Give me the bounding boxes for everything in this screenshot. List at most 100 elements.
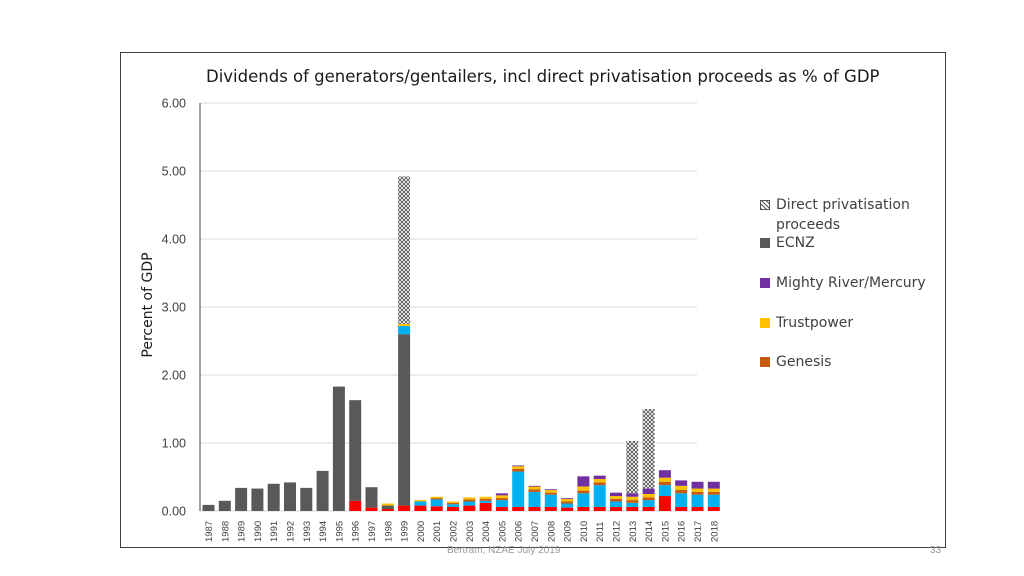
bar-segment [626, 500, 639, 503]
bar-segment [447, 506, 459, 511]
bar-segment [463, 505, 476, 511]
bar-segment [707, 481, 720, 489]
bar-segment [675, 485, 688, 490]
bar-segment [528, 491, 541, 507]
bar-segment [593, 479, 606, 483]
x-tick-label: 1990 [253, 521, 264, 542]
bar-segment [479, 498, 492, 501]
bar-segment [675, 506, 688, 511]
bar-segment [398, 176, 411, 324]
legend-label-ecnz: ECNZ [776, 235, 815, 251]
x-tick-label: 2018 [709, 521, 720, 542]
x-tick-label: 2001 [432, 521, 443, 542]
x-tick-label: 1992 [286, 521, 297, 542]
bar-segment [495, 498, 508, 501]
x-tick-label: 1997 [367, 521, 378, 542]
bar-segment [642, 494, 655, 498]
bar-segment [691, 488, 704, 492]
chart-title: Dividends of generators/gentailers, incl… [206, 67, 880, 86]
bar-segment [561, 498, 574, 502]
legend-swatch-privatisation [760, 200, 770, 210]
legend-label-mighty-river: Mighty River/Mercury [776, 275, 926, 291]
bar-segment [544, 506, 557, 511]
bar-segment [691, 494, 704, 507]
bar-segment [642, 409, 655, 489]
x-tick-label: 2014 [644, 521, 655, 542]
bar-segment [463, 499, 476, 502]
x-tick-label: 1998 [383, 521, 394, 542]
legend-label-trustpower: Trustpower [776, 315, 854, 331]
bar-segment [675, 489, 688, 494]
bar-segment [528, 489, 541, 492]
x-tick-label: 1989 [237, 521, 248, 542]
bar-segment [300, 487, 313, 511]
y-tick-labels: 0.00 1.00 2.00 3.00 4.00 5.00 6.00 [162, 97, 186, 519]
bar-segment [707, 488, 720, 492]
bar-segment [691, 506, 704, 511]
bar-segment [512, 466, 525, 469]
bar-segment [528, 486, 541, 490]
x-tick-label: 1987 [204, 521, 215, 542]
bar-segment [512, 471, 525, 507]
gridlines [200, 102, 697, 512]
bar-segment [447, 501, 459, 503]
bar-segment [610, 498, 622, 502]
legend-item-trustpower: Trustpower [760, 313, 853, 333]
bar-segment [691, 491, 704, 495]
bar-segment [577, 493, 590, 507]
bar-segment [430, 499, 443, 507]
bar-segment [381, 508, 394, 511]
bar-segment [610, 492, 622, 497]
x-tick-label: 1995 [334, 521, 345, 542]
bar-segment [544, 489, 557, 491]
legend-swatch-ecnz [760, 238, 770, 248]
x-tick-label: 2015 [660, 521, 671, 542]
bar-segment [593, 485, 606, 507]
bar-segment [707, 491, 720, 495]
bar-segment [642, 500, 655, 507]
x-tick-label: 2002 [449, 521, 460, 542]
bar-segment [251, 488, 264, 511]
legend-swatch-genesis [760, 357, 770, 367]
bar-segment [398, 334, 411, 506]
bar-segment [577, 506, 590, 511]
bar-segment [202, 504, 215, 511]
x-tick-label: 2011 [595, 522, 606, 542]
y-tick-label: 1.00 [162, 437, 186, 451]
bar-segment [610, 501, 622, 507]
footer-page-number: 33 [930, 545, 942, 556]
x-tick-label: 2000 [416, 521, 427, 542]
bar-segment [561, 507, 574, 511]
bar-segment [626, 506, 639, 511]
x-tick-label: 2009 [563, 521, 574, 542]
bar-segment [642, 488, 655, 494]
bar-segment [593, 506, 606, 511]
bar-segment [707, 494, 720, 507]
bar-segment [642, 497, 655, 501]
x-tick-labels: 1987 1988 1989 1990 1991 1992 1993 1994 1995 1996… [204, 521, 720, 542]
y-tick-label: 3.00 [162, 301, 186, 315]
bar-segment [479, 502, 492, 511]
bar-segment [658, 470, 671, 478]
x-tick-label: 2008 [546, 521, 557, 542]
bar-segment [267, 483, 280, 511]
bar-segment [561, 503, 574, 508]
x-tick-label: 2010 [579, 521, 590, 542]
bar-segment [332, 386, 345, 511]
bar-segment [658, 481, 671, 486]
bar-segment [316, 470, 329, 511]
bar-segment [593, 475, 606, 480]
legend-item-mighty-river: Mighty River/Mercury [760, 273, 926, 293]
legend-item-privatisation: Direct privatisation proceeds [760, 195, 926, 235]
bar-segment [626, 496, 639, 501]
bar-segment [381, 503, 394, 506]
bar-segment [593, 482, 606, 486]
bar-segment [463, 501, 476, 506]
bar-segment [479, 496, 492, 499]
bar-segment [626, 440, 639, 494]
bar-segment [577, 490, 590, 494]
bar-segment [642, 506, 655, 511]
bar-segment [414, 505, 427, 511]
y-tick-label: 0.00 [162, 505, 186, 519]
y-tick-label: 6.00 [162, 97, 186, 111]
